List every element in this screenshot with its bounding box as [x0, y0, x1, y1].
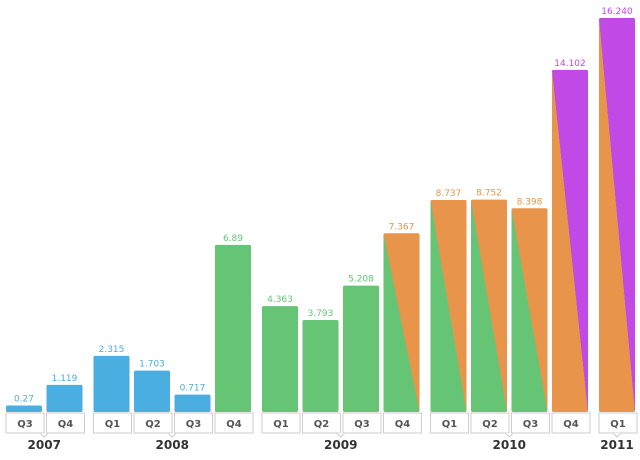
bar-2008-q1	[93, 355, 130, 412]
data-label-2007-q4: 1.119	[52, 374, 78, 384]
axis-layer: Q3 Q4 2007 Q1 Q2 Q3 Q4 2008 Q1 Q2 Q3 Q4 2009 Q1 Q2 Q3 Q4…	[5, 412, 638, 452]
tick-label-2007-q3: Q3	[17, 419, 33, 430]
bar-2010-q3	[511, 208, 548, 412]
data-label-2008-q2: 1.703	[139, 360, 165, 370]
data-label-2007-q3: 0.27	[14, 394, 34, 404]
group-notch-2008	[167, 432, 177, 438]
tick-label-2007-q4: Q4	[58, 419, 74, 430]
tick-label-2010-q4: Q4	[563, 419, 579, 430]
quarter-box-2010-q1	[430, 412, 469, 434]
tick-label-2010-q3: Q3	[523, 419, 539, 430]
quarter-box-2010-q2	[470, 412, 510, 434]
quarter-box-2009-q1	[261, 412, 301, 434]
quarter-box-2007-q3	[5, 412, 45, 434]
bar-2009-q2	[302, 319, 339, 412]
quarter-box-2009-q2	[302, 412, 341, 434]
year-label-2008: 2008	[156, 438, 189, 452]
tick-label-2009-q3: Q3	[354, 419, 370, 430]
quarter-box-2008-q3	[174, 412, 213, 434]
bar-2007-q3	[6, 405, 42, 412]
quarter-box-2009-q3	[342, 412, 382, 434]
quarter-box-2009-q4	[383, 412, 422, 434]
group-notch-2011	[612, 432, 622, 438]
data-label-2010-q2: 8.752	[476, 189, 502, 199]
bars-layer: 0.27 1.119 2.315 1.703 0.717 6.89 4.363 3.793 5.…	[6, 7, 635, 413]
bar-2010-q2	[471, 199, 507, 412]
bar-2007-q4	[46, 384, 83, 412]
tick-label-2008-q3: Q3	[186, 419, 202, 430]
data-label-2009-q1: 4.363	[267, 295, 293, 305]
quarter-box-2007-q4	[46, 412, 85, 434]
quarter-box-2008-q1	[93, 412, 132, 434]
bar-2009-q3	[343, 285, 379, 412]
year-label-2011: 2011	[600, 438, 633, 452]
tick-label-2010-q2: Q2	[482, 419, 498, 430]
bar-2010-q1	[430, 200, 467, 412]
tick-label-2009-q2: Q2	[314, 419, 330, 430]
quarter-box-2008-q4	[214, 412, 254, 434]
bar-2010-q4	[552, 69, 588, 413]
data-label-2011-q1: 16.240	[601, 7, 633, 17]
data-label-2008-q4: 6.89	[223, 234, 243, 244]
tick-label-2008-q1: Q1	[105, 419, 121, 430]
data-label-2010-q4: 14.102	[554, 59, 586, 69]
bar-2009-q1	[262, 306, 298, 412]
data-label-2010-q3: 8.398	[517, 197, 543, 207]
bar-2009-q4	[383, 233, 420, 412]
tick-label-2009-q4: Q4	[395, 419, 411, 430]
data-label-2008-q3: 0.717	[180, 384, 206, 394]
bar-2008-q2	[134, 370, 170, 412]
tick-label-2010-q1: Q1	[442, 419, 458, 430]
group-notch-2009	[336, 432, 346, 438]
tick-label-2008-q2: Q2	[145, 419, 161, 430]
tick-label-2011-q1: Q1	[610, 419, 626, 430]
year-label-2007: 2007	[28, 438, 61, 452]
group-notch-2010	[504, 432, 514, 438]
group-notch-2007	[39, 432, 49, 438]
tick-label-2009-q1: Q1	[273, 419, 289, 430]
quarter-box-2010-q4	[551, 412, 591, 434]
year-label-2009: 2009	[324, 438, 357, 452]
bar-2008-q4	[215, 244, 251, 412]
bar-2011-q1	[599, 18, 635, 412]
quarter-box-2010-q3	[511, 412, 550, 434]
data-label-2010-q1: 8.737	[436, 189, 462, 199]
data-label-2009-q4: 7.367	[389, 222, 415, 232]
data-label-2009-q2: 3.793	[308, 309, 334, 319]
data-label-2008-q1: 2.315	[99, 345, 125, 355]
bar-2008-q3	[174, 394, 211, 412]
data-label-2009-q3: 5.208	[348, 275, 374, 285]
year-label-2010: 2010	[493, 438, 526, 452]
quarter-box-2008-q2	[133, 412, 173, 434]
tick-label-2008-q4: Q4	[226, 419, 242, 430]
